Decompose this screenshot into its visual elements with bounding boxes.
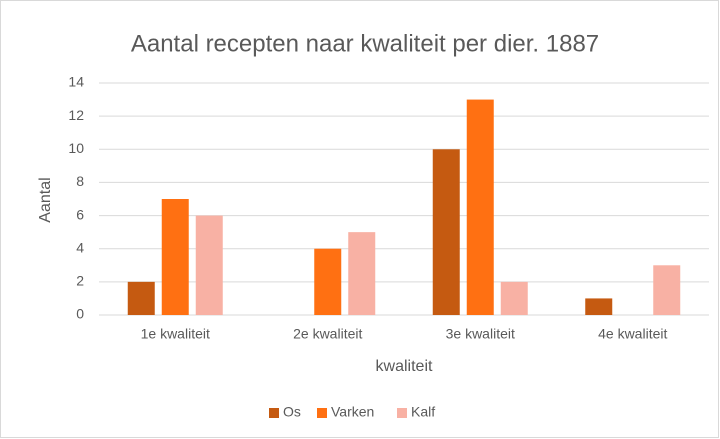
bar [127, 281, 155, 315]
bar [314, 248, 342, 315]
x-tick-label: 3e kwaliteit [446, 326, 515, 342]
legend-label: Os [283, 404, 301, 420]
y-tick-label: 14 [68, 74, 84, 90]
bar [432, 149, 460, 315]
x-tick-label: 2e kwaliteit [293, 326, 362, 342]
legend-swatch [317, 408, 327, 418]
bar [195, 215, 223, 315]
bar [348, 232, 376, 315]
chart-title: Aantal recepten naar kwaliteit per dier.… [131, 30, 599, 57]
bar [653, 265, 681, 315]
legend-label: Kalf [411, 404, 435, 420]
x-tick-label: 4e kwaliteit [598, 326, 667, 342]
bar [585, 298, 613, 315]
bar [161, 199, 189, 315]
y-axis-title: Aantal [37, 177, 54, 222]
y-tick-label: 10 [68, 140, 84, 156]
y-tick-label: 0 [76, 306, 84, 322]
legend-swatch [397, 408, 407, 418]
y-tick-label: 8 [76, 173, 84, 189]
y-tick-label: 4 [76, 239, 84, 255]
x-tick-label: 1e kwaliteit [141, 326, 210, 342]
bar [466, 99, 494, 315]
y-tick-label: 12 [68, 107, 84, 123]
x-axis-title: kwaliteit [376, 358, 433, 375]
bar [500, 281, 528, 315]
y-tick-label: 2 [76, 273, 84, 289]
legend-label: Varken [331, 404, 374, 420]
y-tick-label: 6 [76, 206, 84, 222]
legend-swatch [269, 408, 279, 418]
